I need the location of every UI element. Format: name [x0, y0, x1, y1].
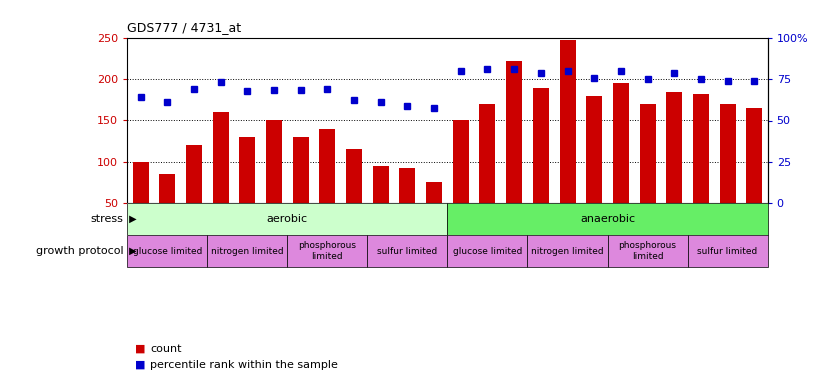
- Text: percentile rank within the sample: percentile rank within the sample: [150, 360, 338, 370]
- Bar: [720, 104, 736, 244]
- Text: sulfur limited: sulfur limited: [378, 246, 438, 255]
- Bar: [400, 168, 415, 244]
- Bar: [186, 145, 202, 244]
- Bar: [447, 203, 768, 235]
- Bar: [426, 182, 442, 244]
- Text: aerobic: aerobic: [267, 214, 308, 224]
- Bar: [266, 120, 282, 244]
- Bar: [373, 166, 389, 244]
- Bar: [346, 149, 362, 244]
- Text: glucose limited: glucose limited: [452, 246, 522, 255]
- Bar: [127, 203, 447, 235]
- Text: count: count: [150, 344, 181, 354]
- Bar: [613, 83, 629, 244]
- Bar: [207, 235, 287, 267]
- Bar: [240, 137, 255, 244]
- Bar: [640, 104, 656, 244]
- Bar: [533, 87, 549, 244]
- Bar: [608, 235, 688, 267]
- Text: ▶: ▶: [126, 246, 136, 256]
- Bar: [746, 108, 763, 244]
- Bar: [688, 235, 768, 267]
- Text: nitrogen limited: nitrogen limited: [531, 246, 603, 255]
- Text: phosphorous
limited: phosphorous limited: [618, 241, 677, 261]
- Text: phosphorous
limited: phosphorous limited: [298, 241, 356, 261]
- Bar: [693, 94, 709, 244]
- Bar: [528, 235, 608, 267]
- Bar: [447, 235, 528, 267]
- Bar: [667, 92, 682, 244]
- Text: ■: ■: [135, 360, 146, 370]
- Text: ▶: ▶: [126, 214, 136, 224]
- Text: nitrogen limited: nitrogen limited: [211, 246, 283, 255]
- Bar: [287, 235, 368, 267]
- Bar: [213, 112, 229, 244]
- Bar: [479, 104, 496, 244]
- Bar: [293, 137, 309, 244]
- Bar: [127, 235, 207, 267]
- Bar: [453, 120, 469, 244]
- Bar: [560, 40, 576, 244]
- Text: sulfur limited: sulfur limited: [698, 246, 758, 255]
- Text: growth protocol: growth protocol: [35, 246, 123, 256]
- Text: GDS777 / 4731_at: GDS777 / 4731_at: [127, 21, 241, 34]
- Bar: [507, 61, 522, 244]
- Text: glucose limited: glucose limited: [132, 246, 202, 255]
- Bar: [319, 129, 336, 244]
- Text: stress: stress: [90, 214, 123, 224]
- Bar: [133, 162, 149, 244]
- Bar: [368, 235, 447, 267]
- Text: anaerobic: anaerobic: [580, 214, 635, 224]
- Bar: [159, 174, 176, 244]
- Text: ■: ■: [135, 344, 146, 354]
- Bar: [586, 96, 603, 244]
